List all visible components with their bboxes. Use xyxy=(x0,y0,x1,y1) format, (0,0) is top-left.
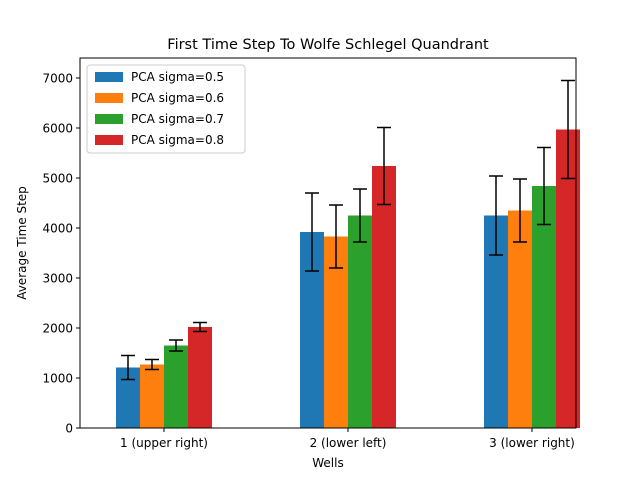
bar-2-1 xyxy=(140,364,164,428)
bar-3-3 xyxy=(532,186,556,428)
legend-swatch-1 xyxy=(95,72,123,82)
x-tick-label: 1 (upper right) xyxy=(120,436,208,450)
legend: PCA sigma=0.5 PCA sigma=0.6 PCA sigma=0.7 P… xyxy=(86,64,246,154)
y-tick-label: 2000 xyxy=(42,322,73,336)
y-axis: 0 1000 2000 3000 4000 5000 6000 7000 xyxy=(42,72,80,436)
bar-2-3 xyxy=(508,210,532,428)
y-tick-label: 4000 xyxy=(42,222,73,236)
y-tick-label: 1000 xyxy=(42,372,73,386)
x-axis-label: Wells xyxy=(312,456,343,470)
legend-label-1: PCA sigma=0.5 xyxy=(131,70,224,84)
legend-label-3: PCA sigma=0.7 xyxy=(131,112,224,126)
legend-label-4: PCA sigma=0.8 xyxy=(131,133,224,147)
y-tick-label: 7000 xyxy=(42,72,73,86)
legend-frame xyxy=(86,64,246,154)
bar-3-2 xyxy=(348,215,372,428)
legend-swatch-3 xyxy=(95,114,123,124)
legend-swatch-2 xyxy=(95,93,123,103)
error-bars-layer xyxy=(121,79,575,381)
bar-4-1 xyxy=(188,327,212,428)
y-tick-label: 5000 xyxy=(42,172,73,186)
y-tick-label: 6000 xyxy=(42,122,73,136)
x-axis: 1 (upper right) 2 (lower left) 3 (lower ri… xyxy=(120,428,575,450)
bar-3-1 xyxy=(164,345,188,428)
bar-4-2 xyxy=(372,166,396,428)
x-tick-label: 2 (lower left) xyxy=(310,436,387,450)
chart-title: First Time Step To Wolfe Schlegel Quandr… xyxy=(167,37,489,53)
plot-area-frame xyxy=(79,57,577,429)
y-tick-label: 0 xyxy=(65,422,73,436)
x-tick-label: 3 (lower right) xyxy=(489,436,575,450)
y-tick-label: 3000 xyxy=(42,272,73,286)
legend-label-2: PCA sigma=0.6 xyxy=(131,91,224,105)
y-axis-label: Average Time Step xyxy=(15,186,29,300)
legend-swatch-4 xyxy=(95,135,123,145)
